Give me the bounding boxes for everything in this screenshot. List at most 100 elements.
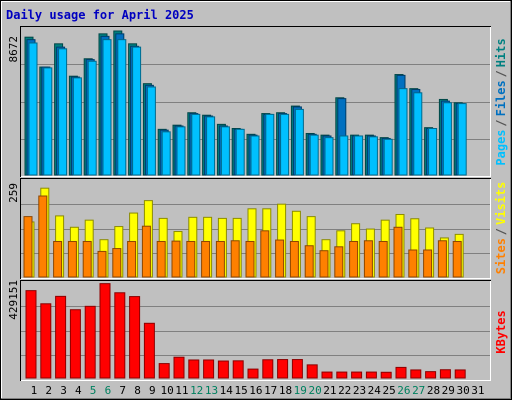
visits_sites-sites-bar-day-25 <box>378 240 388 278</box>
x-tick-label-day-25: 25 <box>382 384 395 397</box>
visits_sites-sites-bar-day-19 <box>289 240 299 278</box>
kbytes-kbytes-bar-day-22 <box>336 371 348 379</box>
kbytes-kbytes-bar-day-2 <box>40 303 52 379</box>
pages_files_hits-pages-bar-day-18 <box>280 113 290 176</box>
kbytes-kbytes-bar-day-11 <box>173 356 185 379</box>
kbytes-kbytes-bar-day-15 <box>232 360 244 379</box>
panel-frame-kbytes <box>20 280 491 381</box>
kbytes-kbytes-bar-day-28 <box>425 371 437 379</box>
visits_sites-sites-bar-day-30 <box>452 240 462 278</box>
kbytes-kbytes-bar-day-6 <box>99 283 111 379</box>
kbytes-kbytes-bar-day-13 <box>203 359 215 379</box>
x-tick-label-day-26: 26 <box>397 384 410 397</box>
x-tick-label-day-24: 24 <box>368 384 382 397</box>
pages_files_hits-pages-bar-day-24 <box>368 136 378 176</box>
x-tick-label-day-16: 16 <box>249 384 262 397</box>
visits_sites-sites-bar-day-29 <box>437 240 447 278</box>
pages_files_hits-pages-bar-day-28 <box>428 128 438 176</box>
x-tick-label-day-10: 10 <box>160 384 173 397</box>
pages_files_hits-legend-pages: Pages <box>494 129 508 165</box>
kbytes-kbytes-bar-day-14 <box>217 360 229 379</box>
visits_sites-legend-sites: Sites <box>494 238 508 274</box>
x-tick-label-day-17: 17 <box>264 384 277 397</box>
x-tick-label-day-31: 31 <box>471 384 484 397</box>
visits_sites-legend-visits: Visits <box>494 182 508 225</box>
x-tick-label-day-9: 9 <box>149 384 156 397</box>
x-tick-label-day-6: 6 <box>105 384 112 397</box>
kbytes-kbytes-bar-day-29 <box>439 369 451 379</box>
visits_sites-sites-bar-day-22 <box>334 246 344 278</box>
x-tick-label-day-8: 8 <box>134 384 141 397</box>
pages_files_hits-pages-bar-day-13 <box>206 116 216 176</box>
kbytes-legend-kbytes: KBytes <box>494 310 508 353</box>
bar-marks <box>23 30 467 379</box>
pages_files_hits-pages-bar-day-10 <box>161 131 171 176</box>
pages_files_hits-pages-bar-day-30 <box>457 103 467 176</box>
x-tick-label-day-19: 19 <box>294 384 307 397</box>
x-tick-label-day-1: 1 <box>31 384 38 397</box>
visits_sites-sites-bar-day-10 <box>156 240 166 278</box>
x-tick-label-day-27: 27 <box>412 384 425 397</box>
pages_files_hits-pages-bar-day-20 <box>309 134 319 176</box>
pages_files_hits-pages-bar-day-8 <box>132 46 142 176</box>
x-tick-label-day-18: 18 <box>279 384 292 397</box>
visits-axis-max-label: 259 <box>7 183 20 203</box>
x-tick-label-day-29: 29 <box>442 384 455 397</box>
visits_sites-sites-bar-day-20 <box>304 245 314 278</box>
kbytes-kbytes-bar-day-3 <box>55 295 67 379</box>
x-tick-label-day-13: 13 <box>205 384 218 397</box>
visits_sites-sites-bar-day-3 <box>53 240 63 278</box>
visits_sites-sites-bar-day-24 <box>363 240 373 278</box>
visits_sites-sites-bar-day-6 <box>97 250 107 278</box>
pages-axis-max-label: 8672 <box>7 36 20 63</box>
kbytes-kbytes-bar-day-16 <box>247 368 259 379</box>
pages_files_hits-pages-bar-day-3 <box>58 48 68 176</box>
kbytes-kbytes-bar-day-5 <box>84 305 96 379</box>
kbytes-kbytes-bar-day-12 <box>188 359 200 379</box>
visits_sites-sites-bar-day-4 <box>67 240 77 278</box>
pages_files_hits-pages-bar-day-29 <box>442 102 452 176</box>
kbytes-kbytes-bar-day-20 <box>306 364 318 379</box>
pages_files_hits-pages-bar-day-9 <box>146 86 156 176</box>
pages_files_hits-pages-bar-day-6 <box>102 39 112 176</box>
pages_files_hits-pages-bar-day-2 <box>43 67 53 176</box>
kbytes-kbytes-bar-day-30 <box>454 369 466 379</box>
chart-title: Daily usage for April 2025 <box>6 8 194 22</box>
pages_files_hits-pages-bar-day-26 <box>398 88 408 176</box>
x-tick-label-day-20: 20 <box>308 384 321 397</box>
kbytes-kbytes-bar-day-23 <box>351 371 363 379</box>
x-tick-label-day-30: 30 <box>456 384 469 397</box>
x-tick-label-day-21: 21 <box>323 384 336 397</box>
pages_files_hits-pages-bar-day-15 <box>235 128 245 176</box>
kbytes-kbytes-bar-day-7 <box>114 292 126 379</box>
legends: Pages / Files / Hits Sites / Visits KBytes <box>494 38 508 353</box>
kbytes-kbytes-bar-day-27 <box>410 369 422 379</box>
visits_sites-sites-bar-day-23 <box>349 240 359 278</box>
x-tick-label-day-5: 5 <box>90 384 97 397</box>
pages_files_hits-pages-bar-day-25 <box>383 138 393 176</box>
visits_sites-sites-bar-day-27 <box>408 249 418 278</box>
visits_sites-sites-bar-day-13 <box>201 240 211 278</box>
pages_files_hits-pages-bar-day-17 <box>265 113 275 176</box>
visits_sites-sites-bar-day-14 <box>215 240 225 278</box>
kbytes-kbytes-bar-day-9 <box>143 322 155 379</box>
pages_files_hits-pages-bar-day-22 <box>339 135 349 176</box>
x-tick-label-day-14: 14 <box>220 384 234 397</box>
kbytes-kbytes-bar-day-26 <box>395 366 407 379</box>
pages_files_hits-legend-separator: / <box>494 119 508 126</box>
pages_files_hits-pages-bar-day-11 <box>176 126 186 176</box>
visits_sites-sites-bar-day-28 <box>423 249 433 278</box>
kbytes-kbytes-bar-day-4 <box>69 309 81 379</box>
x-tick-label-day-22: 22 <box>338 384 351 397</box>
visits_sites-sites-bar-day-1 <box>23 216 33 278</box>
x-tick-label-day-15: 15 <box>234 384 247 397</box>
x-tick-label-day-4: 4 <box>75 384 82 397</box>
pages_files_hits-pages-bar-day-7 <box>117 39 127 176</box>
visits_sites-sites-bar-day-17 <box>260 230 270 278</box>
pages_files_hits-pages-bar-day-1 <box>28 42 38 176</box>
visits_sites-legend-separator: / <box>494 228 508 235</box>
kbytes-kbytes-bar-day-21 <box>321 371 333 379</box>
kbytes-kbytes-bar-day-19 <box>291 359 303 379</box>
